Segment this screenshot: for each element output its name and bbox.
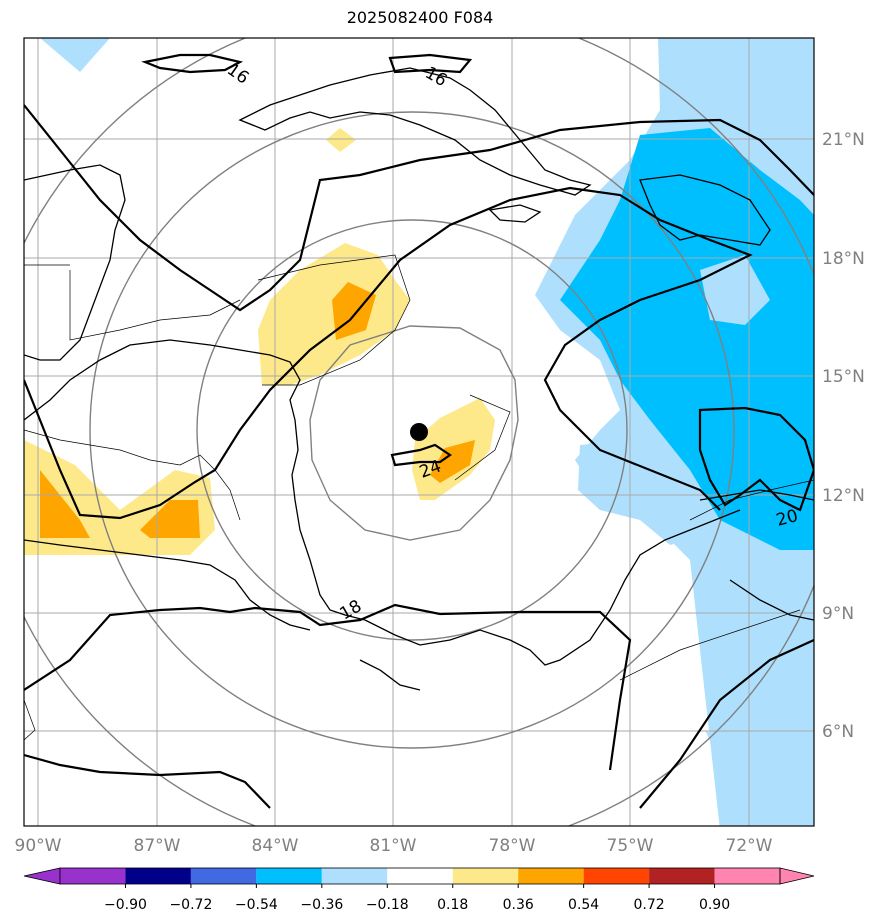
colorbar-bin-6 [452,868,519,884]
lat-label-5: 6°N [822,722,854,742]
map-frame [23,37,815,827]
lon-label-0: 90°W [15,836,62,856]
border-5 [689,479,814,521]
pos-patch-west-core2 [140,500,200,538]
colorbar-bin-8 [583,868,650,884]
colorbar-extend-high [779,867,815,885]
contour-south-west [24,753,271,809]
lon-label-1: 87°W [134,836,181,856]
positive-shading [24,128,495,555]
colorbar-bin-3 [256,868,322,884]
map-title: 2025082400 F084 [346,8,494,27]
contour-south-east [639,638,814,809]
neg-hole [700,255,770,325]
pos-patch-north [326,128,356,152]
colorbar-tick-label-8: 0.72 [634,897,665,913]
border-outline-2 [454,394,511,481]
venezuela-inland [729,579,814,621]
border-1 [69,270,241,341]
jamaica-coast [488,204,542,223]
colorbar-tick-label-7: 0.54 [568,897,599,913]
range-ring-2 [196,219,628,641]
border-outline-1 [257,254,411,386]
borders [24,254,814,741]
lon-label-3: 81°W [370,836,417,856]
colorbar-tick-label-4: −0.18 [366,897,409,913]
colorbar-bin-1 [125,868,191,884]
colorbar-tick-label-2: −0.54 [235,897,278,913]
border-3 [24,429,241,521]
colorbar-bin-9 [649,868,715,884]
border-6 [619,609,801,681]
colorbar [23,867,815,885]
colorbar-tick-label-0: −0.90 [104,897,147,913]
lon-label-5: 75°W [607,836,654,856]
pos-patch-center-core [430,440,475,483]
storm-center-marker [410,423,428,441]
negative-shading [40,38,814,826]
colorbar-tick-label-9: 0.90 [699,897,730,913]
lat-label-2: 15°N [822,367,865,387]
colorbar-bin-0 [60,868,126,884]
neg-patch-nw [40,38,110,72]
hispaniola-coast [639,174,771,246]
contour-18 [24,603,632,771]
border-4 [24,699,36,741]
range-ring-1 [309,325,519,541]
range-rings [24,38,814,826]
lat-label-4: 9°N [822,604,854,624]
colombia-coast [364,509,741,666]
colorbar-tick-labels: −0.90 −0.72 −0.54 −0.36 −0.18 0.18 0.36 0.54 0.7… [104,884,730,913]
colorbar-tick-label-5: 0.18 [437,897,468,913]
contour-main-north [24,104,814,312]
lat-label-3: 12°N [822,486,865,506]
neg-patch-east-dark [560,128,814,550]
contours [24,53,814,809]
colorbar-extend-low [23,867,61,885]
contour-main-mid [24,186,753,520]
colorbar-bin-4 [321,868,388,884]
lat-label-1: 18°N [822,249,865,269]
lon-label-6: 72°W [726,836,773,856]
graticule [24,38,814,826]
yucatan-coast [24,164,126,361]
latitude-labels: 21°N 18°N 15°N 12°N 9°N 6°N [822,130,865,742]
central-america-coast-north [24,339,366,621]
range-ring-3 [89,111,735,749]
colorbar-tick-label-3: −0.36 [300,897,343,913]
pos-patch-west-core1 [40,470,90,538]
lon-label-4: 78°W [489,836,536,856]
lon-label-2: 84°W [252,836,299,856]
colorbar-tick-label-6: 0.36 [503,897,534,913]
colorbar-tick-label-1: −0.72 [169,897,212,913]
colorbar-outline [59,867,781,885]
contour-24 [390,443,452,467]
central-america-coast-south [24,539,311,631]
longitude-labels: 90°W 87°W 84°W 81°W 78°W 75°W 72°W [15,836,773,856]
contour-16-b [388,53,473,74]
contour-16-a [141,53,244,74]
contour-20 [698,406,814,512]
colorbar-bin-2 [190,868,257,884]
colorbar-bin-7 [518,868,584,884]
colorbar-bin-5 [387,868,453,884]
neg-patch-south [578,440,690,545]
neg-patch-small [705,730,722,745]
colorbar-bin-10 [714,868,780,884]
panama-coast [359,659,421,691]
lat-label-0: 21°N [822,130,865,150]
